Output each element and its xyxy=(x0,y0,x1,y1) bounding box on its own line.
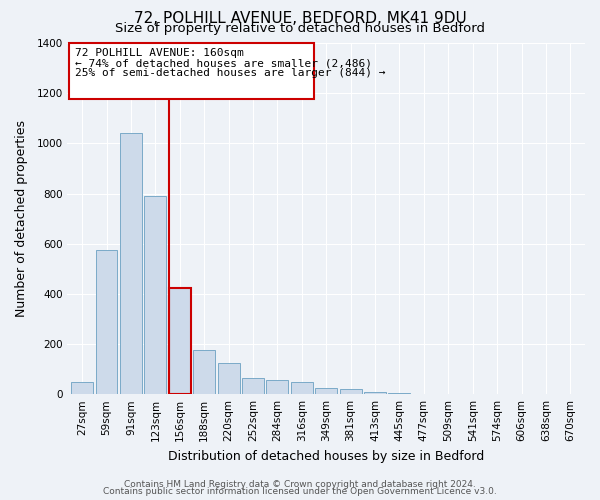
Bar xyxy=(266,380,289,394)
Bar xyxy=(95,250,118,394)
Bar xyxy=(169,288,191,394)
Bar xyxy=(364,392,386,394)
Bar xyxy=(120,134,142,394)
Bar xyxy=(145,196,166,394)
Y-axis label: Number of detached properties: Number of detached properties xyxy=(15,120,28,317)
Text: 25% of semi-detached houses are larger (844) →: 25% of semi-detached houses are larger (… xyxy=(75,68,385,78)
Bar xyxy=(291,382,313,394)
Bar xyxy=(71,382,93,394)
Bar xyxy=(218,363,239,394)
X-axis label: Distribution of detached houses by size in Bedford: Distribution of detached houses by size … xyxy=(168,450,484,462)
Bar xyxy=(340,389,362,394)
Text: Contains public sector information licensed under the Open Government Licence v3: Contains public sector information licen… xyxy=(103,487,497,496)
Text: 72, POLHILL AVENUE, BEDFORD, MK41 9DU: 72, POLHILL AVENUE, BEDFORD, MK41 9DU xyxy=(134,11,466,26)
Bar xyxy=(193,350,215,394)
Text: ← 74% of detached houses are smaller (2,486): ← 74% of detached houses are smaller (2,… xyxy=(75,58,372,68)
Text: Contains HM Land Registry data © Crown copyright and database right 2024.: Contains HM Land Registry data © Crown c… xyxy=(124,480,476,489)
Bar xyxy=(68,43,314,100)
Bar xyxy=(315,388,337,394)
Bar xyxy=(242,378,264,394)
Text: 72 POLHILL AVENUE: 160sqm: 72 POLHILL AVENUE: 160sqm xyxy=(75,48,244,58)
Text: Size of property relative to detached houses in Bedford: Size of property relative to detached ho… xyxy=(115,22,485,35)
Bar xyxy=(388,393,410,394)
